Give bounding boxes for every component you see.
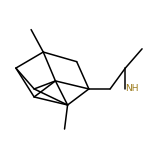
- Text: NH: NH: [125, 84, 139, 93]
